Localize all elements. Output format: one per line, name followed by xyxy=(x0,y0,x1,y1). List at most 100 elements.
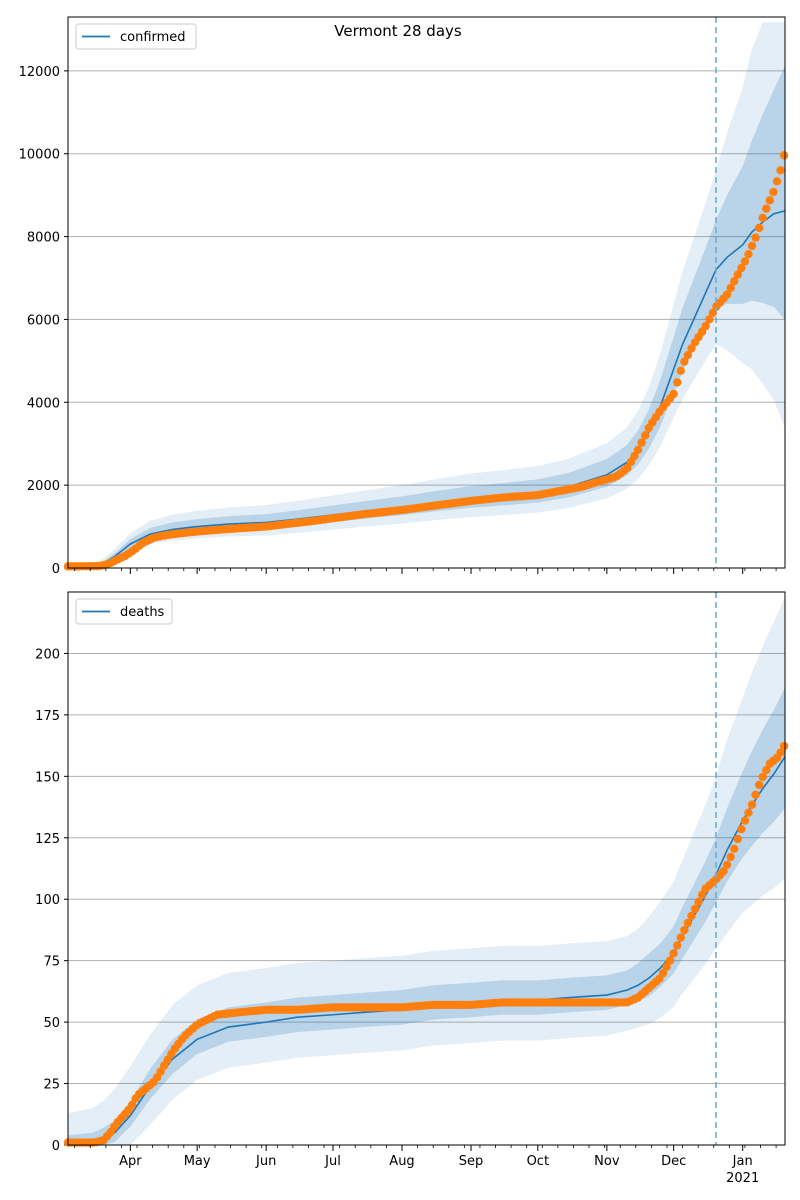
confirmed-panel: 0 2000 4000 6000 8000 10000 12000 confirmed xyxy=(19,16,789,577)
y-tick-label: 50 xyxy=(43,1016,60,1031)
x-tick-label: May xyxy=(184,1154,211,1169)
observed-point xyxy=(680,925,689,935)
legend-box xyxy=(75,23,197,50)
observed-point xyxy=(762,765,771,775)
plot-frame xyxy=(67,591,786,1146)
y-tick-label: 125 xyxy=(35,832,60,847)
y-tick-label: 100 xyxy=(35,893,60,908)
observed-point xyxy=(680,357,689,366)
observed-point xyxy=(637,438,646,447)
observed-point xyxy=(694,897,703,906)
plot-frame xyxy=(67,16,786,569)
observed-point xyxy=(744,808,753,817)
observed-point xyxy=(640,431,650,440)
observed-point xyxy=(758,772,767,782)
observed-point xyxy=(683,350,693,360)
observed-point xyxy=(762,204,771,213)
observed-point xyxy=(669,389,678,399)
legend-label: confirmed xyxy=(120,30,186,45)
observed-point xyxy=(730,844,739,854)
observed-point xyxy=(737,824,746,834)
observed-point xyxy=(779,741,789,751)
y-tick-label: 6000 xyxy=(27,313,60,328)
observed-series xyxy=(63,151,789,571)
y-tick-label: 175 xyxy=(35,709,60,724)
legend-box xyxy=(75,598,173,625)
observed-point xyxy=(705,315,714,324)
observed-point xyxy=(673,378,682,387)
y-tick-label: 8000 xyxy=(27,231,60,246)
observed-point xyxy=(737,263,746,273)
observed-point xyxy=(754,223,764,233)
x-tick-label: Jan xyxy=(732,1154,753,1169)
observed-point xyxy=(754,780,764,790)
observed-point xyxy=(726,852,735,862)
observed-point xyxy=(730,277,739,286)
observed-point xyxy=(747,241,757,251)
y-tick-label: 4000 xyxy=(27,396,60,411)
x-tick-label: Jul xyxy=(324,1154,341,1169)
observed-point xyxy=(633,445,643,455)
observed-point xyxy=(662,962,671,972)
observed-point xyxy=(751,790,760,799)
uncertainty-band xyxy=(68,687,785,1145)
observed-point xyxy=(769,187,778,197)
observed-point xyxy=(765,196,775,205)
legend-label: deaths xyxy=(120,605,165,620)
uncertainty-band xyxy=(68,22,785,568)
observed-point xyxy=(776,748,785,757)
x-tick-label: Sep xyxy=(459,1154,484,1169)
observed-series xyxy=(63,741,789,1147)
x-tick-label: Apr xyxy=(119,1154,142,1169)
observed-point xyxy=(708,308,718,317)
x-year-label: 2021 xyxy=(726,1171,759,1186)
observed-point xyxy=(676,366,685,375)
observed-point xyxy=(747,800,757,809)
x-tick-label: Dec xyxy=(661,1154,686,1169)
observed-point xyxy=(779,151,789,160)
observed-point xyxy=(722,290,732,299)
observed-point xyxy=(744,249,753,259)
observed-point xyxy=(673,941,682,950)
observed-point xyxy=(740,816,750,825)
y-tick-label: 150 xyxy=(35,770,60,785)
observed-point xyxy=(772,177,782,186)
observed-point xyxy=(665,956,675,965)
deaths-panel: 0 25 50 75 100 125 150 175 200 Apr May Jun Jul Aug Sep… xyxy=(35,591,789,1186)
observed-point xyxy=(669,949,678,958)
x-tick-label: Aug xyxy=(389,1154,414,1169)
x-tick-label: Jun xyxy=(255,1154,276,1169)
observed-point xyxy=(740,257,750,266)
observed-point xyxy=(726,283,735,293)
observed-point xyxy=(751,233,760,242)
y-tick-label: 2000 xyxy=(27,479,60,494)
observed-point xyxy=(676,933,685,942)
observed-point xyxy=(701,321,710,331)
observed-point xyxy=(776,166,785,175)
chart-title: Vermont 28 days xyxy=(334,22,462,40)
y-tick-label: 10000 xyxy=(19,148,60,163)
observed-point xyxy=(683,918,693,928)
x-tick-label: Nov xyxy=(594,1154,620,1169)
legend: confirmed xyxy=(75,23,197,50)
observed-point xyxy=(687,911,696,921)
y-tick-label: 75 xyxy=(43,955,60,970)
y-tick-label: 12000 xyxy=(19,65,60,80)
observed-point xyxy=(733,834,742,844)
y-tick-label: 25 xyxy=(43,1078,60,1093)
observed-point xyxy=(758,213,767,223)
observed-point xyxy=(719,867,728,876)
observed-point xyxy=(690,904,700,914)
x-tick-label: Oct xyxy=(527,1154,549,1169)
observed-point xyxy=(733,270,742,279)
observed-point xyxy=(697,890,707,899)
y-tick-label: 200 xyxy=(35,647,60,662)
observed-point xyxy=(722,860,732,870)
y-tick-label: 0 xyxy=(52,562,60,577)
y-tick-label: 0 xyxy=(52,1139,60,1154)
observed-point xyxy=(687,344,696,353)
legend: deaths xyxy=(75,598,173,625)
observed-point xyxy=(127,1100,137,1110)
observed-point xyxy=(658,968,668,978)
